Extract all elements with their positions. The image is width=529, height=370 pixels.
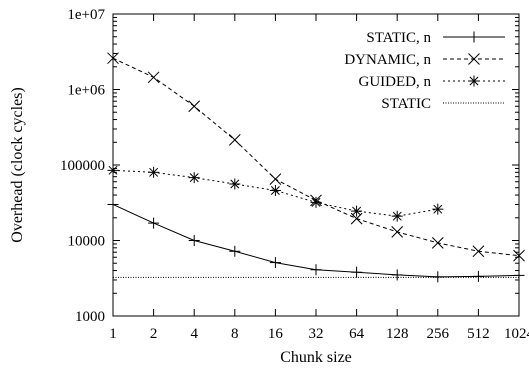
data-point	[188, 172, 200, 184]
x-tick-label: 1024	[504, 326, 529, 342]
data-point	[269, 257, 281, 269]
data-point	[351, 205, 363, 217]
series-2	[107, 164, 444, 222]
marker-stroke	[230, 179, 240, 189]
data-point	[188, 235, 200, 246]
data-point	[391, 226, 404, 238]
x-tick-label: 4	[190, 326, 198, 342]
data-point	[229, 245, 241, 257]
x-tick-label: 16	[268, 326, 284, 342]
data-point	[310, 196, 322, 208]
marker-stroke	[311, 197, 321, 207]
y-tick-label: 1e+06	[67, 83, 105, 99]
x-axis-title: Chunk size	[280, 349, 352, 366]
x-tick-label: 64	[349, 326, 365, 342]
marker-stroke	[472, 245, 485, 258]
data-point	[431, 237, 444, 249]
data-point	[513, 249, 525, 262]
data-point	[228, 134, 241, 146]
data-point	[188, 100, 201, 113]
data-point	[513, 269, 525, 281]
x-tick-label: 128	[386, 326, 409, 342]
data-point	[229, 178, 241, 190]
data-point	[107, 164, 119, 176]
x-tick-label: 8	[231, 326, 239, 342]
x-tick-label: 512	[467, 326, 490, 342]
data-point	[107, 198, 119, 210]
y-tick-label: 100000	[60, 158, 105, 174]
marker-stroke	[469, 76, 479, 86]
marker-stroke	[147, 71, 160, 84]
marker-stroke	[269, 173, 282, 185]
data-point	[391, 210, 403, 222]
data-point	[148, 217, 160, 229]
y-tick-label: 1000	[75, 309, 105, 325]
marker-stroke	[149, 167, 159, 177]
data-point	[472, 245, 485, 258]
marker-stroke	[108, 165, 118, 175]
marker-stroke	[228, 134, 241, 146]
data-point	[148, 166, 160, 178]
legend-marker	[468, 53, 480, 65]
marker-stroke	[270, 185, 280, 195]
data-point	[269, 173, 282, 185]
marker-stroke	[189, 173, 199, 183]
data-point	[432, 203, 444, 215]
marker-stroke	[392, 211, 402, 221]
data-point	[310, 264, 322, 276]
x-tick-label: 1	[109, 326, 117, 342]
marker-stroke	[352, 206, 362, 216]
series-line	[112, 57, 520, 257]
marker-stroke	[431, 237, 444, 249]
legend-label: STATIC	[381, 96, 431, 112]
x-tick-label: 256	[427, 326, 450, 342]
marker-stroke	[188, 100, 201, 113]
y-tick-label: 10000	[68, 234, 106, 250]
legend-label: DYNAMIC, n	[344, 52, 431, 68]
y-axis-title: Overhead (clock cycles)	[9, 87, 26, 242]
series-0	[107, 198, 525, 283]
x-tick-label: 2	[150, 326, 158, 342]
legend-label: GUIDED, n	[359, 74, 432, 90]
data-point	[472, 270, 484, 282]
legend-marker	[468, 75, 480, 87]
marker-stroke	[468, 53, 480, 65]
legend-marker	[468, 31, 480, 43]
axis-ticks: 1 2 4 8 16 32 64 128 256 512 1024 1000 10000 100000 1e…	[60, 7, 529, 342]
data-point	[391, 269, 403, 281]
data-point	[107, 52, 119, 65]
marker-stroke	[391, 226, 404, 238]
y-tick-label: 1e+07	[67, 7, 105, 23]
data-point	[269, 184, 281, 196]
marker-stroke	[433, 204, 443, 214]
series-layer	[107, 52, 525, 283]
data-point	[351, 266, 363, 278]
x-tick-label: 32	[309, 326, 324, 342]
marker-stroke	[513, 249, 525, 262]
legend: STATIC, n DYNAMIC, n GUIDED, n STATIC	[344, 30, 505, 112]
data-point	[147, 71, 160, 84]
marker-stroke	[107, 52, 119, 65]
legend-label: STATIC, n	[366, 30, 431, 46]
